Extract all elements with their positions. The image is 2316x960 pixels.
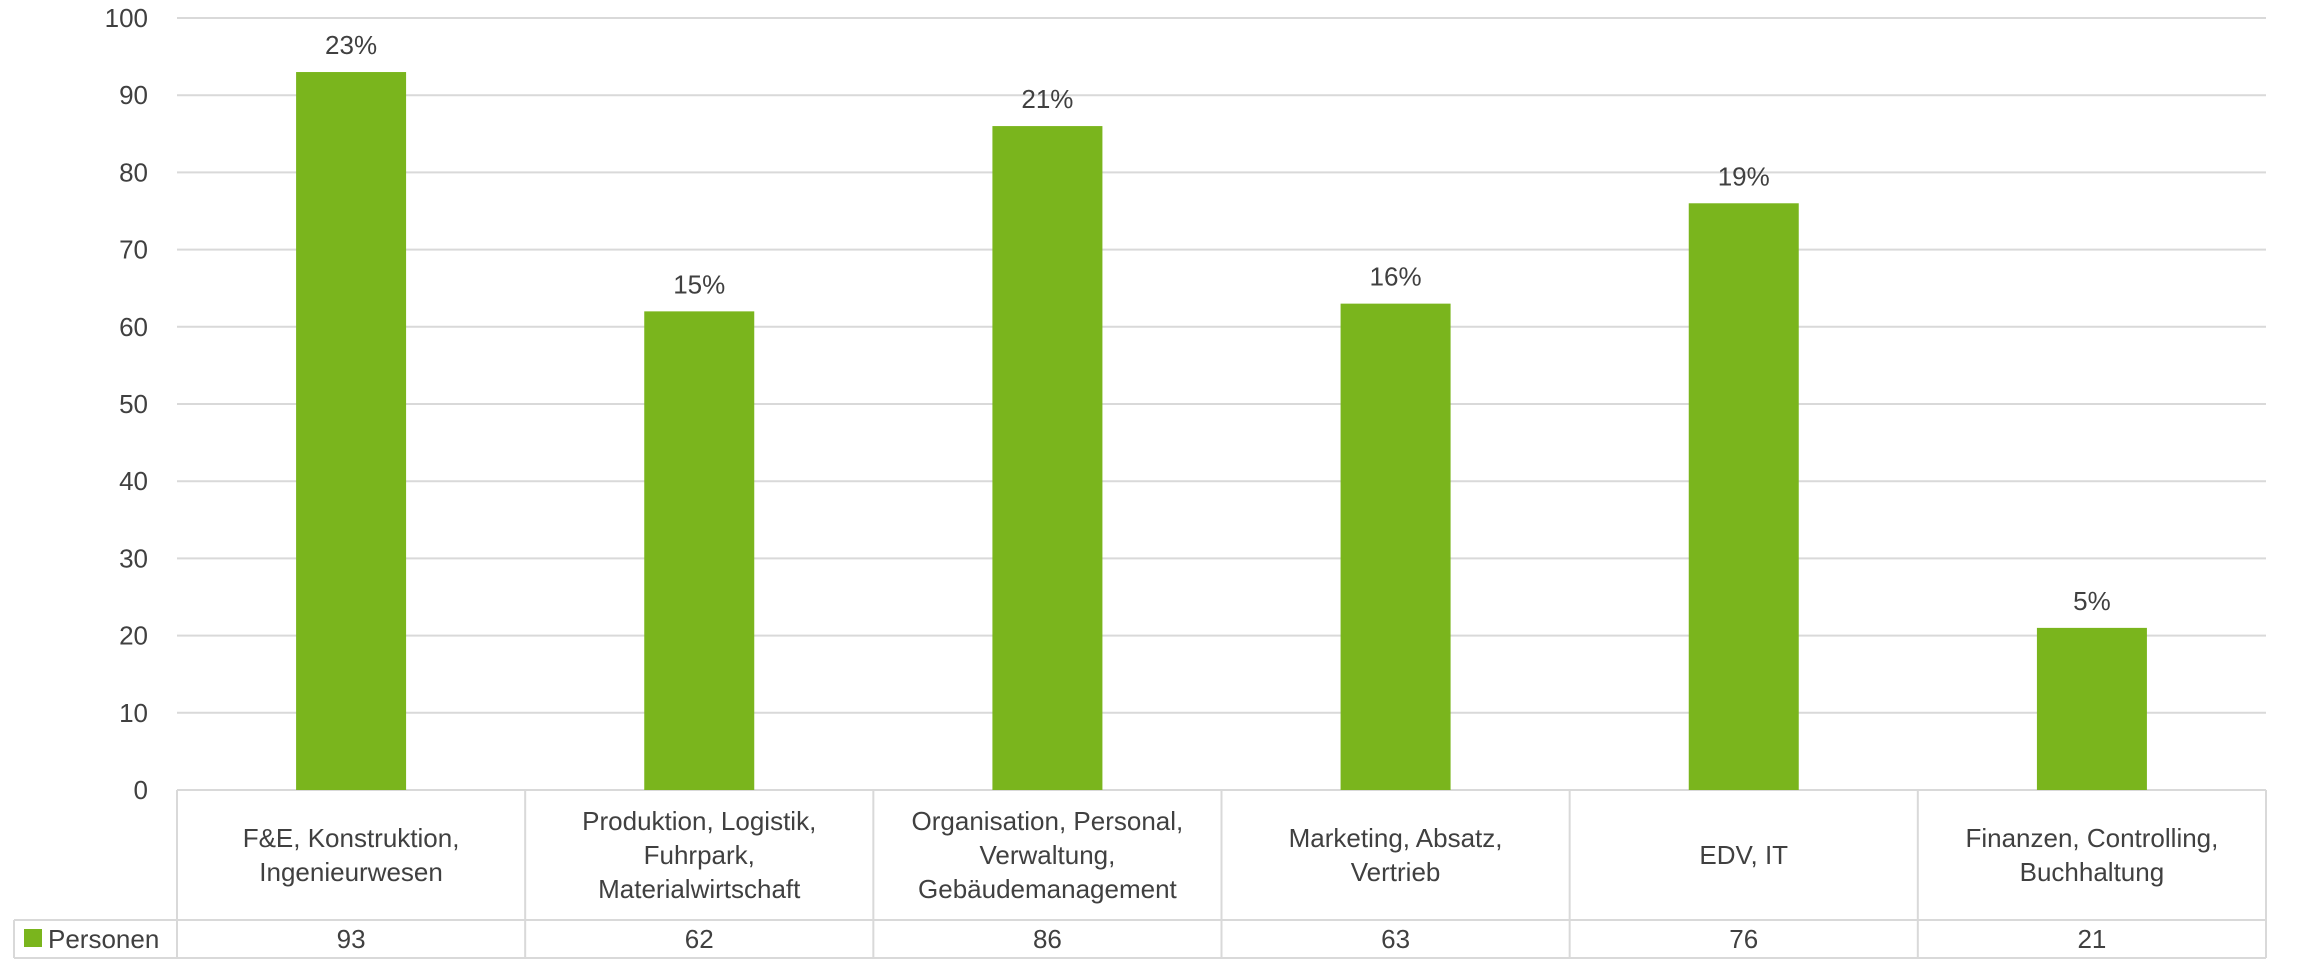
- y-tick-label: 60: [119, 312, 148, 342]
- y-tick-label: 50: [119, 389, 148, 419]
- gridlines: [177, 17, 2266, 791]
- data-label: 16%: [1370, 262, 1422, 292]
- table-value: 93: [337, 924, 366, 954]
- legend-swatch: [24, 929, 42, 947]
- table-value: 76: [1729, 924, 1758, 954]
- table-value: 21: [2077, 924, 2106, 954]
- category-label: Marketing, Absatz, Vertrieb: [1289, 823, 1503, 887]
- y-tick-label: 20: [119, 621, 148, 651]
- data-table: F&E, Konstruktion, Ingenieurwesen Produkti…: [13, 790, 2267, 959]
- bar: [644, 311, 755, 790]
- table-value: 86: [1033, 924, 1062, 954]
- category-label: Organisation, Personal, Verwaltung, Gebäud…: [912, 806, 1184, 904]
- bar: [1340, 303, 1451, 790]
- category-label: F&E, Konstruktion, Ingenieurwesen: [243, 823, 460, 887]
- category-label: EDV, IT: [1699, 840, 1788, 870]
- y-tick-label: 30: [119, 543, 148, 573]
- y-tick-label: 90: [119, 80, 148, 110]
- y-tick-label: 10: [119, 698, 148, 728]
- table-value: 62: [685, 924, 714, 954]
- y-tick-label: 70: [119, 235, 148, 265]
- y-tick-label: 100: [105, 3, 148, 33]
- y-tick-label: 40: [119, 466, 148, 496]
- bars: [296, 72, 2147, 791]
- bar: [992, 126, 1103, 790]
- bar: [2036, 627, 2147, 790]
- data-label: 21%: [1021, 84, 1073, 114]
- data-labels: 23% 15% 21% 16% 19% 5%: [325, 30, 2111, 616]
- y-tick-label: 0: [134, 775, 148, 805]
- category-label: Produktion, Logistik, Fuhrpark, Materialwi…: [582, 806, 816, 904]
- bar: [296, 72, 407, 791]
- data-label: 15%: [673, 269, 725, 299]
- y-tick-label: 80: [119, 157, 148, 187]
- y-axis-tick-labels: 0 10 20 30 40 50 60 70 80 90 100: [105, 3, 148, 805]
- data-label: 19%: [1718, 161, 1770, 191]
- table-value: 63: [1381, 924, 1410, 954]
- data-label: 5%: [2073, 586, 2111, 616]
- bar: [1688, 203, 1799, 790]
- category-label: Finanzen, Controlling, Buchhaltung: [1965, 823, 2218, 887]
- data-label: 23%: [325, 30, 377, 60]
- legend-label: Personen: [48, 924, 159, 954]
